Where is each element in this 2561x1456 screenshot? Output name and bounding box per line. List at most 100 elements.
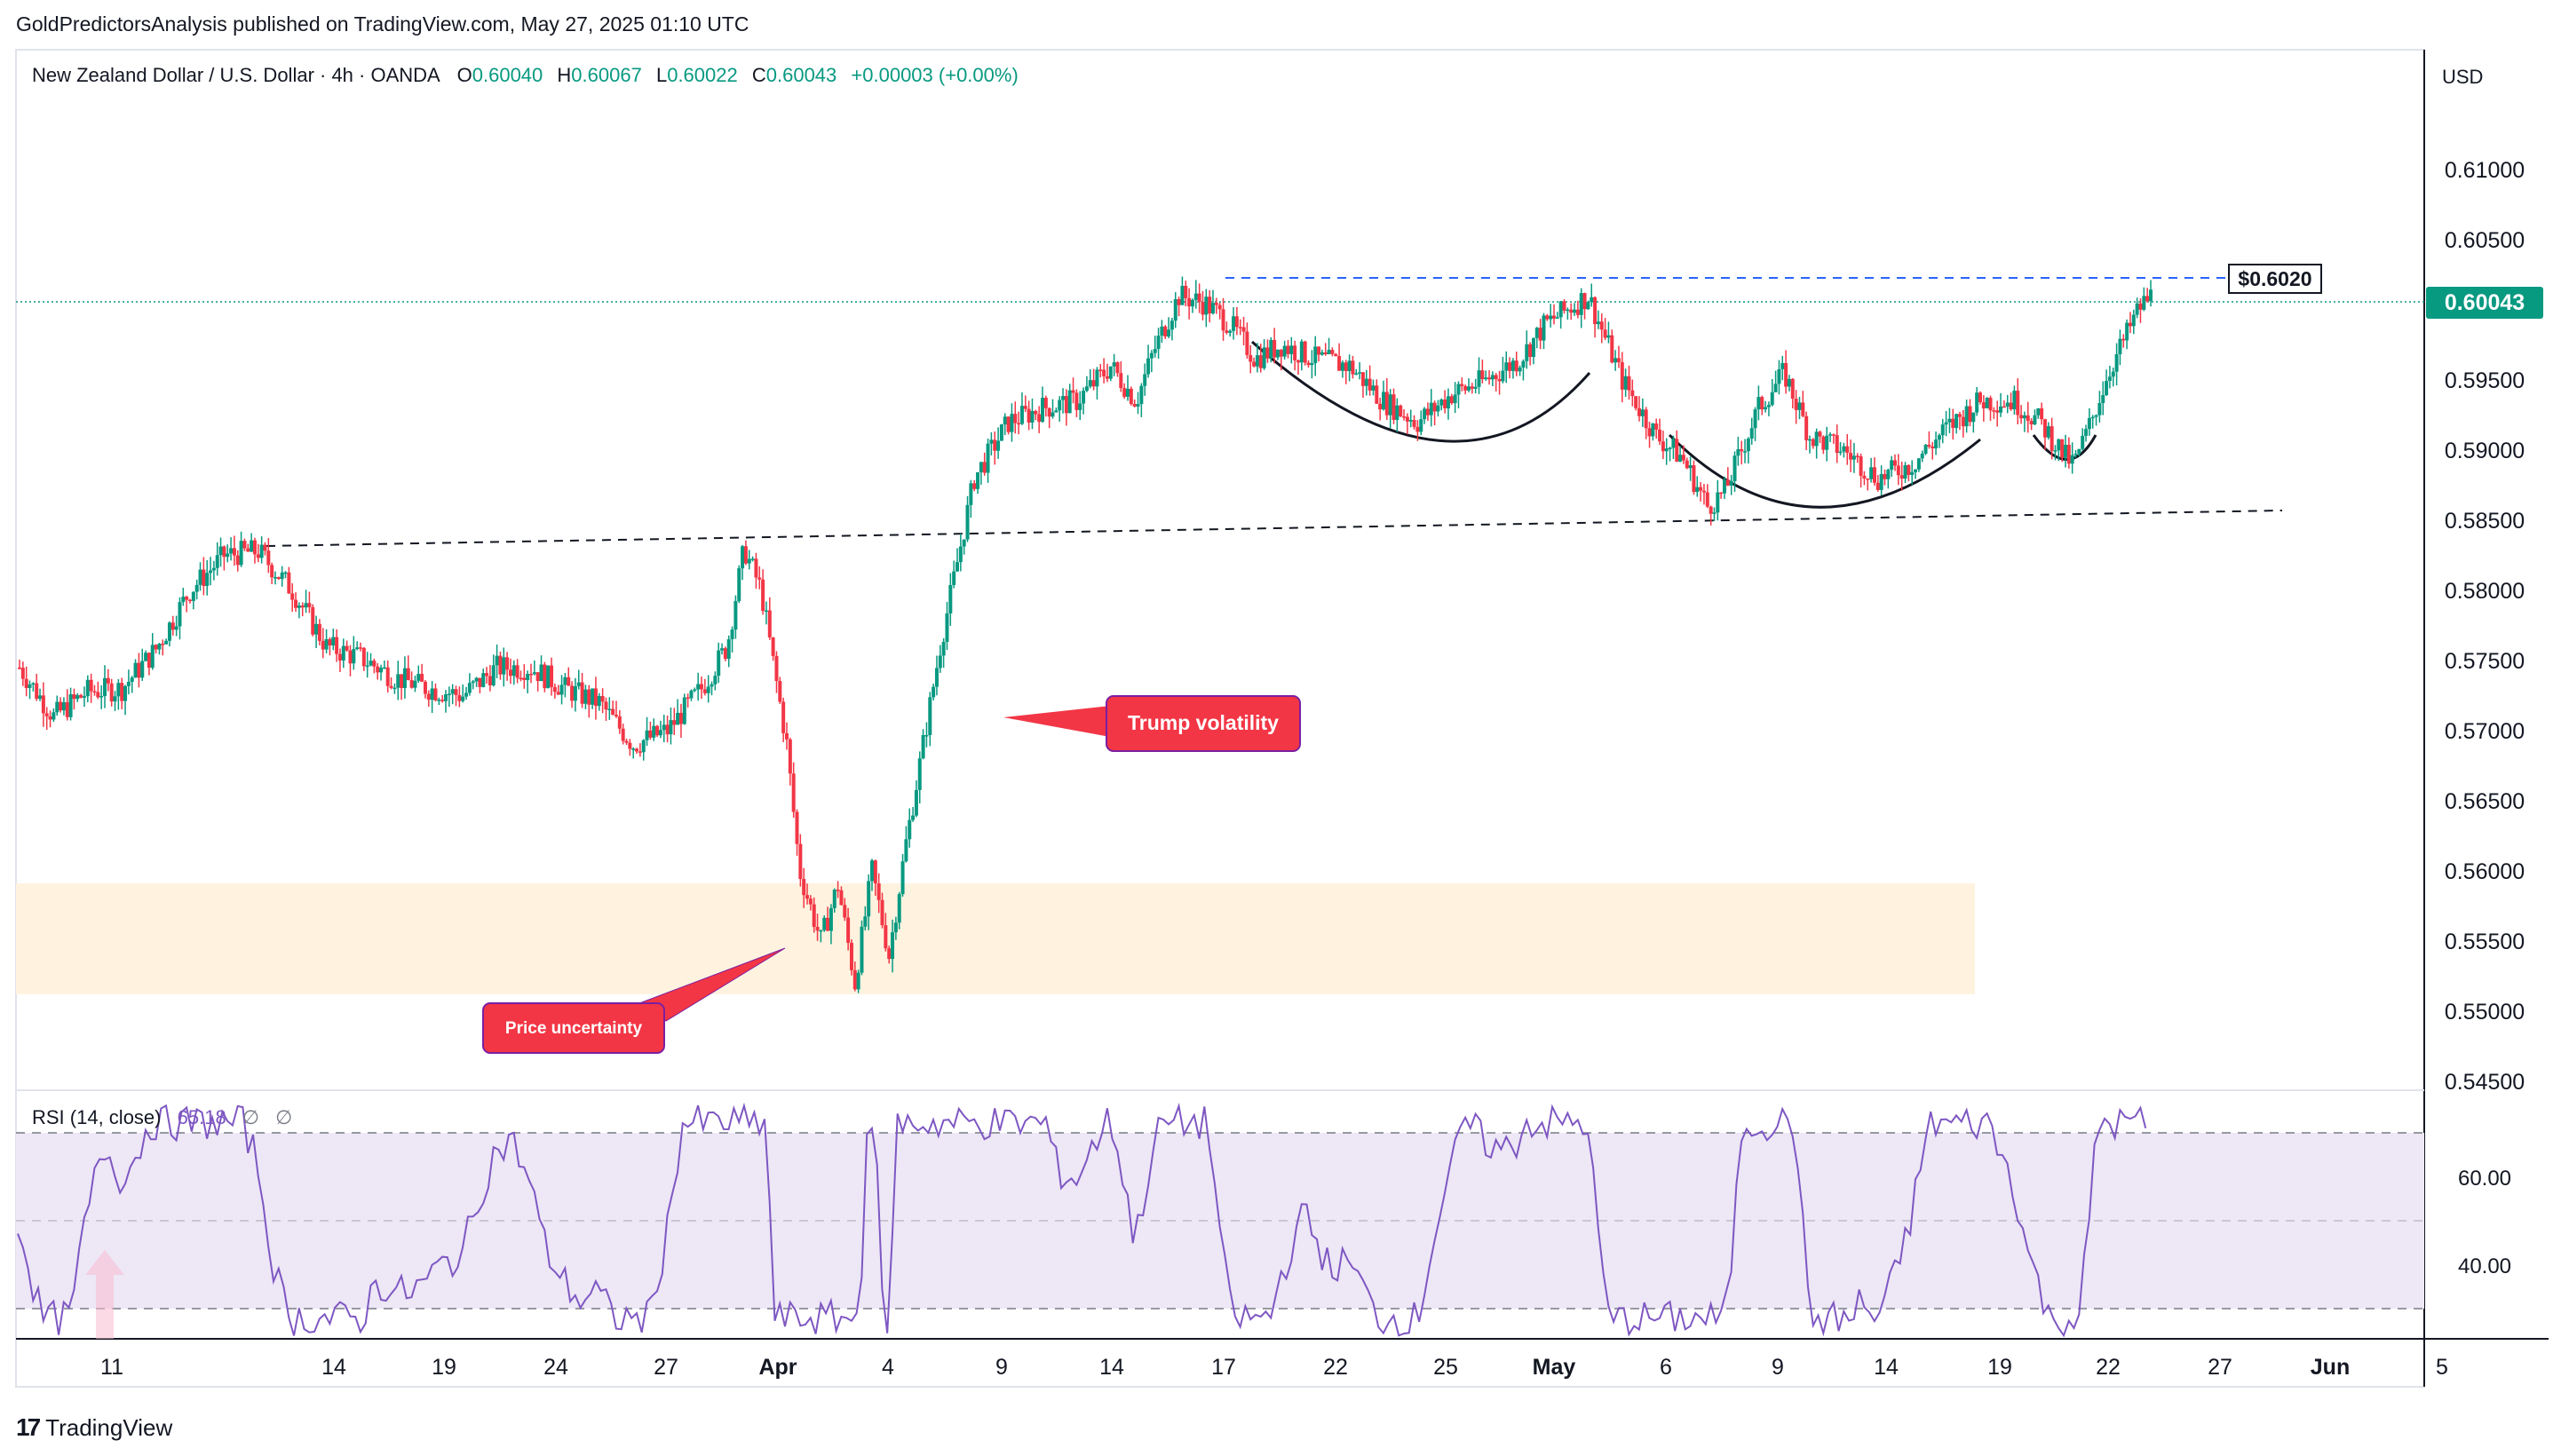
annotation-price[interactable]: Price uncertainty [482, 947, 786, 1054]
candle-body [921, 735, 925, 759]
candle-body [860, 926, 864, 973]
candle-body [1282, 345, 1287, 357]
candle-body [1443, 400, 1447, 408]
candle-body [232, 548, 236, 556]
candle-body [876, 883, 881, 900]
candle-body [597, 695, 601, 707]
candle-body [20, 668, 25, 679]
candle-body [144, 653, 148, 661]
candle-body [161, 644, 165, 645]
candle-body [1477, 370, 1481, 387]
candle-body [617, 716, 622, 729]
candle-body [658, 730, 662, 736]
candle-body [505, 657, 510, 670]
candle-body [464, 692, 469, 697]
candle-body [713, 676, 718, 684]
candle-body [631, 748, 636, 750]
candle-body [552, 686, 557, 692]
candle-body [409, 680, 414, 688]
time-tick-12: May [1533, 1355, 1576, 1380]
candle-body [730, 629, 734, 640]
candle-body [337, 653, 342, 661]
candle-body [1392, 394, 1396, 420]
candle-body [1095, 369, 1099, 387]
time-tick-11: 25 [1433, 1355, 1458, 1380]
candle-body [65, 701, 69, 717]
candle-body [1859, 455, 1863, 476]
candle-body [1701, 490, 1706, 493]
time-tick-1: 14 [321, 1355, 346, 1380]
time-tick-10: 22 [1323, 1355, 1348, 1380]
candle-body [385, 667, 390, 686]
time-tick-2: 19 [432, 1355, 456, 1380]
candle-body [852, 969, 857, 990]
candle-body [1102, 369, 1106, 376]
candle-body [791, 773, 796, 812]
candle-body [1811, 439, 1815, 447]
candle-body [52, 712, 56, 720]
candle-body [1719, 492, 1724, 495]
candle-body [1108, 366, 1113, 379]
candle-body [198, 569, 202, 585]
rsi-legend[interactable]: RSI (14, close) 65.18 ∅ ∅ [32, 1106, 292, 1128]
candle-body [665, 724, 670, 735]
candle-body [682, 697, 686, 724]
candle-body [1112, 362, 1116, 367]
candle-body [1923, 445, 1928, 454]
candle-body [904, 839, 908, 862]
candle-body [2145, 296, 2150, 302]
candle-body [1082, 391, 1086, 404]
candle-body [154, 645, 158, 650]
candle-body [917, 758, 922, 790]
symbol-legend[interactable]: New Zealand Dollar / U.S. Dollar · 4h · … [32, 64, 1019, 86]
candle-body [1552, 315, 1556, 319]
candle-body [1074, 392, 1079, 410]
candle-body [723, 648, 727, 660]
candle-body [304, 603, 308, 608]
candle-body [696, 684, 701, 690]
candle-body [31, 683, 36, 685]
support-trendline [266, 510, 2283, 547]
annotation-trump[interactable]: Trump volatility [1003, 695, 1301, 752]
candle-body [202, 569, 206, 586]
candle-body [764, 610, 768, 613]
candle-body [2060, 439, 2065, 458]
candle-body [863, 916, 868, 927]
price-tick-4: 0.59000 [2445, 439, 2525, 463]
candle-body [1067, 390, 1072, 414]
candle-body [1542, 315, 1546, 341]
candle-body [1169, 320, 1174, 330]
candle-body [856, 972, 860, 990]
candle-body [1951, 418, 1955, 429]
candle-body [870, 860, 874, 882]
candle-body [706, 686, 710, 693]
candle-body [1382, 392, 1385, 410]
candle-body [1964, 406, 1969, 427]
candle-body [1634, 396, 1638, 408]
candle-body [1931, 446, 1935, 448]
candle-body [1232, 316, 1236, 331]
candle-body [1988, 398, 1993, 411]
candle-body [1569, 309, 1574, 313]
candle-body [955, 562, 959, 572]
currency-label[interactable]: USD [2442, 66, 2483, 88]
tradingview-logo[interactable]: 17 TradingView [16, 1413, 172, 1442]
candle-body [1221, 309, 1225, 331]
candle-body [1627, 376, 1631, 391]
candle-body [1354, 373, 1359, 375]
candle-body [519, 677, 523, 680]
candle-body [433, 688, 438, 700]
time-axis[interactable]: 11 14 19 24 27 Apr 4 9 14 17 22 25 May 6 9 14 19 22 27 Jun 5 [100, 1355, 2448, 1380]
candle-body [1208, 297, 1212, 314]
candle-body [1821, 436, 1826, 450]
candle-body [2064, 444, 2067, 458]
candle-body [28, 684, 32, 688]
candle-body [2077, 448, 2081, 455]
candle-body [481, 673, 486, 687]
candle-body [678, 712, 683, 724]
price-tick-1: 0.60500 [2445, 228, 2525, 253]
candle-body [1705, 492, 1709, 507]
time-tick-0: 11 [100, 1355, 123, 1380]
candle-body [1286, 345, 1290, 354]
